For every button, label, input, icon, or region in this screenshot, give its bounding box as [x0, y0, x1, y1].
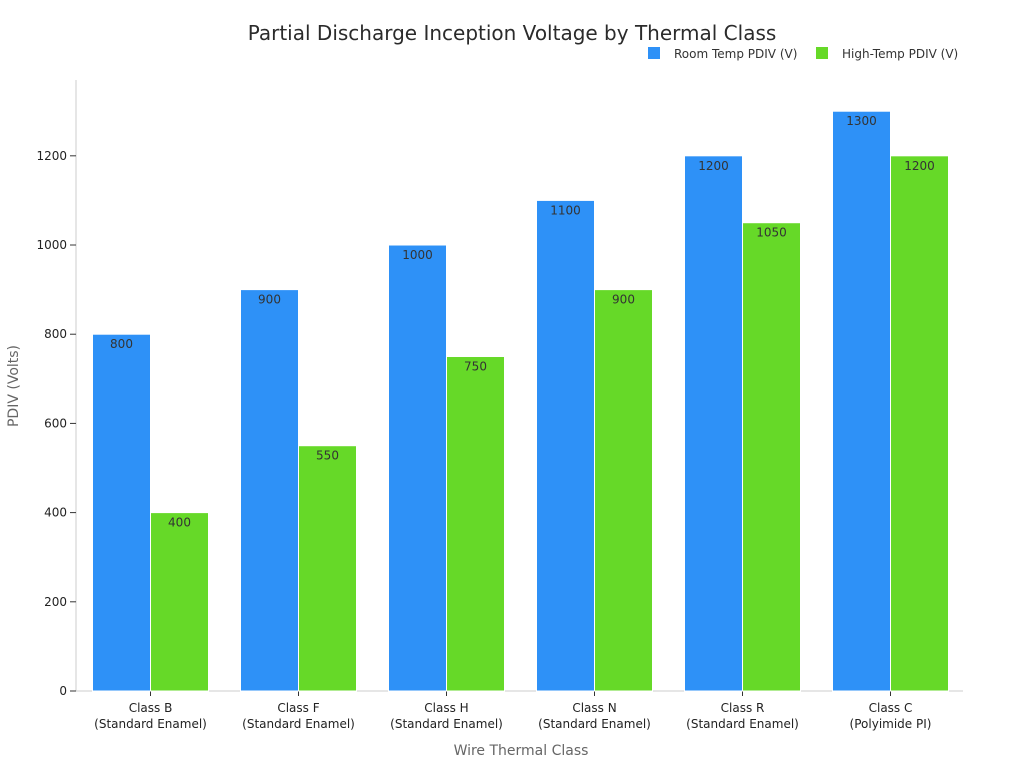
legend-label: Room Temp PDIV (V)	[674, 47, 797, 61]
bar-value-label: 1050	[756, 226, 787, 240]
bar-room-temp	[388, 244, 447, 692]
bar-value-label: 750	[464, 360, 487, 374]
x-tick-label: (Standard Enamel)	[94, 717, 207, 731]
y-axis: 0 200 400 600 800 1000 1200	[36, 80, 77, 698]
bar-high-temp	[890, 155, 949, 692]
x-tick-label: (Standard Enamel)	[538, 717, 651, 731]
y-axis-label: PDIV (Volts)	[6, 345, 22, 427]
bar-high-temp	[150, 512, 209, 692]
x-tick-label: (Polyimide PI)	[850, 717, 932, 731]
y-tick-label: 600	[44, 416, 67, 430]
bar-value-label: 1000	[402, 248, 433, 262]
bar-room-temp	[92, 333, 151, 692]
data-labels: 800 400 900 550 1000 750 1100 900 1200 1050 1300 12…	[110, 114, 935, 529]
bar-high-temp	[742, 222, 801, 692]
bar-room-temp	[832, 110, 891, 692]
x-tick-label: Class B	[129, 701, 173, 715]
x-tick-label: (Standard Enamel)	[242, 717, 355, 731]
y-tick-label: 1200	[36, 149, 67, 163]
bar-room-temp	[240, 289, 299, 692]
y-tick-label: 200	[44, 595, 67, 609]
legend: Room Temp PDIV (V) High-Temp PDIV (V)	[648, 47, 958, 61]
x-tick-label: (Standard Enamel)	[686, 717, 799, 731]
x-tick-label: (Standard Enamel)	[390, 717, 503, 731]
bar-value-label: 900	[258, 293, 281, 307]
x-tick-label: Class N	[572, 701, 616, 715]
y-tick-label: 1000	[36, 238, 67, 252]
x-tick-label: Class F	[277, 701, 319, 715]
x-axis: Class B (Standard Enamel) Class F (Standard…	[76, 690, 963, 731]
y-tick-label: 0	[59, 684, 67, 698]
bar-value-label: 400	[168, 516, 191, 530]
bar-value-label: 1100	[550, 203, 581, 217]
bar-room-temp	[684, 155, 743, 692]
x-tick-label: Class H	[424, 701, 468, 715]
legend-swatch	[648, 47, 660, 59]
bar-value-label: 1200	[904, 159, 935, 173]
bar-value-label: 1200	[698, 159, 729, 173]
y-tick-label: 400	[44, 506, 67, 520]
legend-swatch	[816, 47, 828, 59]
x-axis-label: Wire Thermal Class	[454, 743, 589, 759]
bar-value-label: 1300	[846, 114, 877, 128]
bar-value-label: 800	[110, 337, 133, 351]
bar-value-label: 900	[612, 293, 635, 307]
bar-high-temp	[594, 289, 653, 692]
chart-title: Partial Discharge Inception Voltage by T…	[248, 21, 777, 45]
bar-value-label: 550	[316, 449, 339, 463]
bar-high-temp	[298, 445, 357, 692]
bar-room-temp	[536, 199, 595, 692]
x-tick-label: Class C	[869, 701, 913, 715]
x-tick-label: Class R	[721, 701, 765, 715]
bars	[92, 110, 949, 692]
y-tick-label: 800	[44, 327, 67, 341]
bar-high-temp	[446, 356, 505, 692]
legend-label: High-Temp PDIV (V)	[842, 47, 958, 61]
